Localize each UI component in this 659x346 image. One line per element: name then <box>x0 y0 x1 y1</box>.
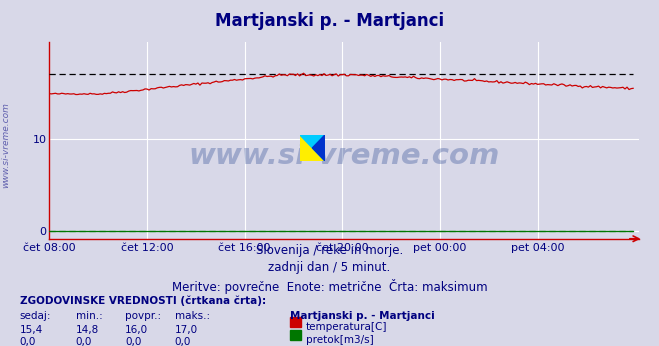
Text: Martjanski p. - Martjanci: Martjanski p. - Martjanci <box>290 311 435 321</box>
Polygon shape <box>300 135 325 161</box>
Text: 0,0: 0,0 <box>175 337 191 346</box>
Text: 14,8: 14,8 <box>76 325 99 335</box>
Text: 0,0: 0,0 <box>76 337 92 346</box>
Text: www.si-vreme.com: www.si-vreme.com <box>1 102 10 188</box>
Text: sedaj:: sedaj: <box>20 311 51 321</box>
Text: Meritve: povrečne  Enote: metrične  Črta: maksimum: Meritve: povrečne Enote: metrične Črta: … <box>172 279 487 293</box>
Text: 0,0: 0,0 <box>20 337 36 346</box>
Text: maks.:: maks.: <box>175 311 210 321</box>
Text: 0,0: 0,0 <box>125 337 142 346</box>
Text: pretok[m3/s]: pretok[m3/s] <box>306 335 374 345</box>
Text: Martjanski p. - Martjanci: Martjanski p. - Martjanci <box>215 12 444 30</box>
Text: 15,4: 15,4 <box>20 325 43 335</box>
Text: 17,0: 17,0 <box>175 325 198 335</box>
Text: povpr.:: povpr.: <box>125 311 161 321</box>
Text: 16,0: 16,0 <box>125 325 148 335</box>
Text: Slovenija / reke in morje.: Slovenija / reke in morje. <box>256 244 403 257</box>
Text: ZGODOVINSKE VREDNOSTI (črtkana črta):: ZGODOVINSKE VREDNOSTI (črtkana črta): <box>20 296 266 306</box>
Text: min.:: min.: <box>76 311 103 321</box>
Text: temperatura[C]: temperatura[C] <box>306 322 387 333</box>
Polygon shape <box>312 135 325 161</box>
Text: zadnji dan / 5 minut.: zadnji dan / 5 minut. <box>268 261 391 274</box>
Polygon shape <box>300 135 325 161</box>
Text: www.si-vreme.com: www.si-vreme.com <box>188 142 500 170</box>
